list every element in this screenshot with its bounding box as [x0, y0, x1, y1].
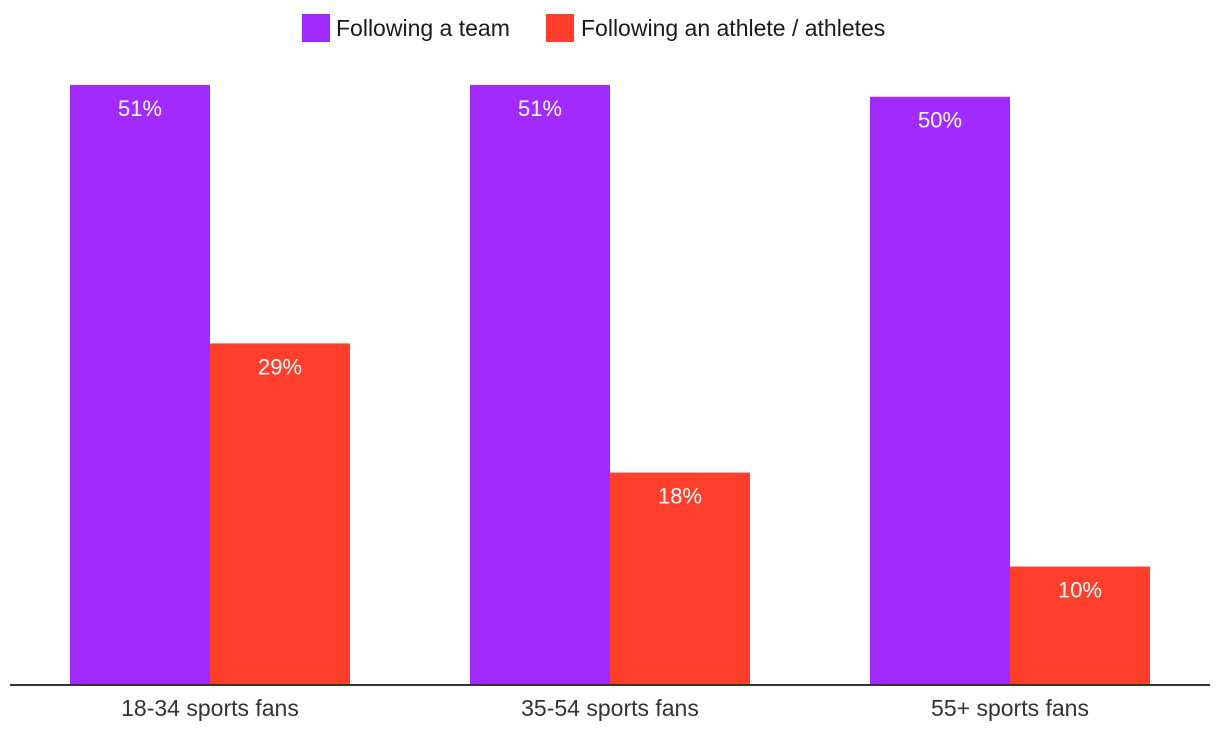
legend-label-team: Following a team — [336, 15, 510, 41]
bar-athlete-2 — [610, 472, 750, 684]
value-label: 51% — [118, 96, 162, 121]
legend-swatch-athlete — [546, 14, 574, 42]
legend-label-athlete: Following an athlete / athletes — [581, 15, 885, 41]
value-label: 29% — [258, 354, 302, 379]
bar-team-3 — [870, 96, 1010, 684]
legend: Following a team Following an athlete / a… — [302, 14, 885, 42]
bar-athlete-3 — [1010, 566, 1150, 684]
bar-team-2 — [470, 85, 610, 684]
x-tick-label: 18-34 sports fans — [121, 695, 299, 721]
value-label: 18% — [658, 484, 702, 509]
value-label: 50% — [918, 108, 962, 133]
bar-athlete-1 — [210, 343, 350, 684]
bars — [70, 85, 1150, 684]
x-tick-label: 35-54 sports fans — [521, 695, 699, 721]
legend-swatch-team — [302, 14, 330, 42]
x-axis: 18-34 sports fans 35-54 sports fans 55+ sp… — [10, 684, 1210, 721]
x-tick-label: 55+ sports fans — [931, 695, 1089, 721]
value-label: 51% — [518, 96, 562, 121]
value-labels: 51% 29% 51% 18% 50% 10% — [118, 96, 1102, 603]
bar-team-1 — [70, 85, 210, 684]
value-label: 10% — [1058, 578, 1102, 603]
